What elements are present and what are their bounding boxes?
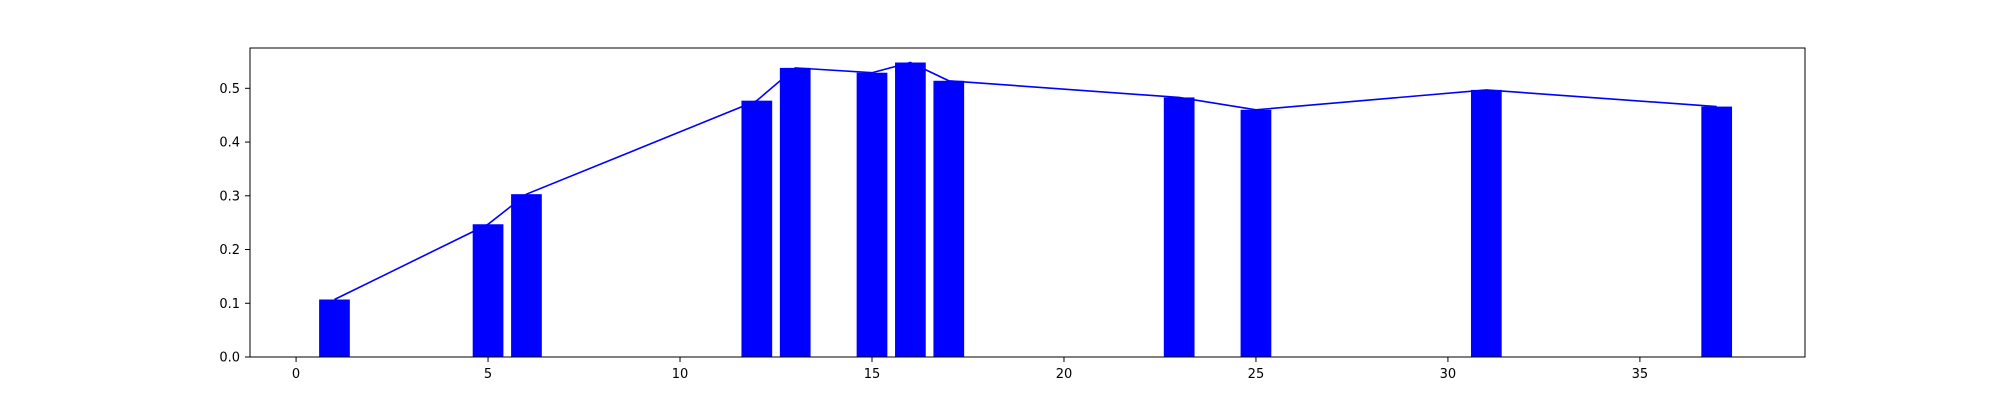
- line-series: [334, 61, 1717, 301]
- plot-frame: [249, 47, 1806, 358]
- x-tick-label-5: 25: [1248, 367, 1265, 382]
- bar-10: [1470, 89, 1502, 358]
- x-tick-label-7: 35: [1632, 367, 1649, 382]
- bar-1: [472, 224, 504, 357]
- plot-area: [319, 61, 1733, 358]
- bar-0: [319, 299, 350, 357]
- bar-11: [1701, 106, 1733, 357]
- y-tick-label-4: 0.4: [219, 136, 240, 151]
- line-path: [334, 61, 1717, 301]
- bar-7: [933, 80, 965, 357]
- bar-2: [511, 194, 542, 357]
- y-tick-label-0: 0.0: [219, 351, 240, 366]
- y-tick-label-5: 0.5: [219, 82, 240, 97]
- x-axis: 0 5 10 15 20 25 30 35: [292, 357, 1648, 382]
- x-tick-label-4: 20: [1056, 367, 1073, 382]
- y-tick-label-1: 0.1: [219, 297, 240, 312]
- y-axis: 0.0 0.1 0.2 0.3 0.4 0.5: [219, 82, 250, 366]
- bar-8: [1163, 97, 1195, 357]
- bar-6: [895, 62, 926, 358]
- x-tick-label-3: 15: [864, 367, 881, 382]
- bar-5: [856, 72, 888, 357]
- bar-series: [319, 62, 1733, 358]
- bar-9: [1240, 109, 1272, 357]
- x-tick-label-0: 0: [292, 367, 300, 382]
- bar-4: [779, 67, 811, 357]
- y-tick-label-3: 0.3: [219, 189, 240, 204]
- x-tick-label-6: 30: [1440, 367, 1457, 382]
- x-tick-label-2: 10: [672, 367, 689, 382]
- x-tick-label-1: 5: [484, 367, 492, 382]
- y-tick-label-2: 0.2: [219, 243, 240, 258]
- bar-3: [741, 100, 773, 358]
